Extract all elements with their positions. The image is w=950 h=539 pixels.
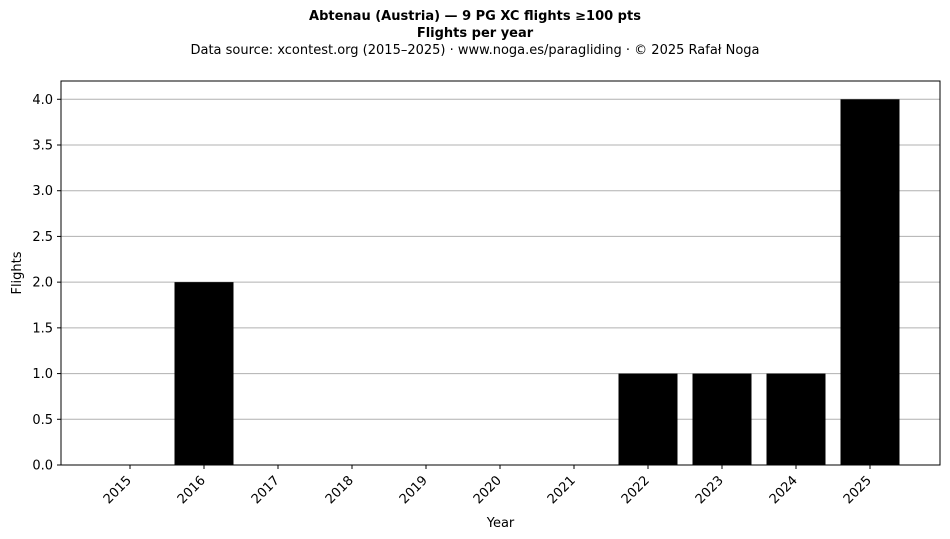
y-tick-label: 2.5 [32, 230, 53, 245]
y-tick-label: 1.5 [32, 321, 53, 336]
y-tick-label: 0.5 [32, 413, 53, 428]
x-axis: 2015 2016 2017 2018 2019 2020 2021 2022 2023 2024… [101, 465, 875, 507]
y-tick-label: 0.0 [32, 459, 53, 474]
y-tick-label: 1.0 [32, 367, 53, 382]
x-tick-label: 2023 [693, 473, 727, 507]
chart-titles: Abtenau (Austria) — 9 PG XC flights ≥100… [0, 8, 950, 60]
plot-frame [60, 80, 941, 466]
bar [174, 282, 234, 465]
y-tick-label: 3.5 [32, 139, 53, 154]
chart-subtitle: Flights per year [416, 26, 534, 41]
x-tick-label: 2020 [471, 473, 505, 507]
bars [174, 99, 900, 466]
x-tick-label: 2021 [545, 473, 579, 507]
x-tick-label: 2016 [175, 473, 209, 507]
x-axis-label: Year [486, 516, 515, 531]
x-tick-label: 2022 [619, 473, 653, 507]
y-axis: 0.0 0.5 1.0 1.5 2.0 2.5 3.0 3.5 4.0 [32, 93, 61, 474]
y-axis-label: Flights [10, 251, 25, 294]
bar [618, 373, 678, 465]
bar [692, 373, 752, 465]
x-tick-label: 2018 [323, 473, 357, 507]
x-tick-label: 2017 [249, 473, 283, 507]
chart-title: Abtenau (Austria) — 9 PG XC flights ≥100… [309, 9, 641, 24]
y-tick-label: 2.0 [32, 276, 53, 291]
x-tick-label: 2015 [101, 473, 135, 507]
bar [766, 373, 826, 465]
y-tick-label: 3.0 [32, 184, 53, 199]
chart-source-line: Data source: xcontest.org (2015–2025) · … [190, 43, 760, 58]
bar [840, 99, 900, 466]
x-tick-label: 2025 [841, 473, 875, 507]
x-tick-label: 2019 [397, 473, 431, 507]
y-tick-label: 4.0 [32, 93, 53, 108]
x-tick-label: 2024 [767, 473, 801, 507]
